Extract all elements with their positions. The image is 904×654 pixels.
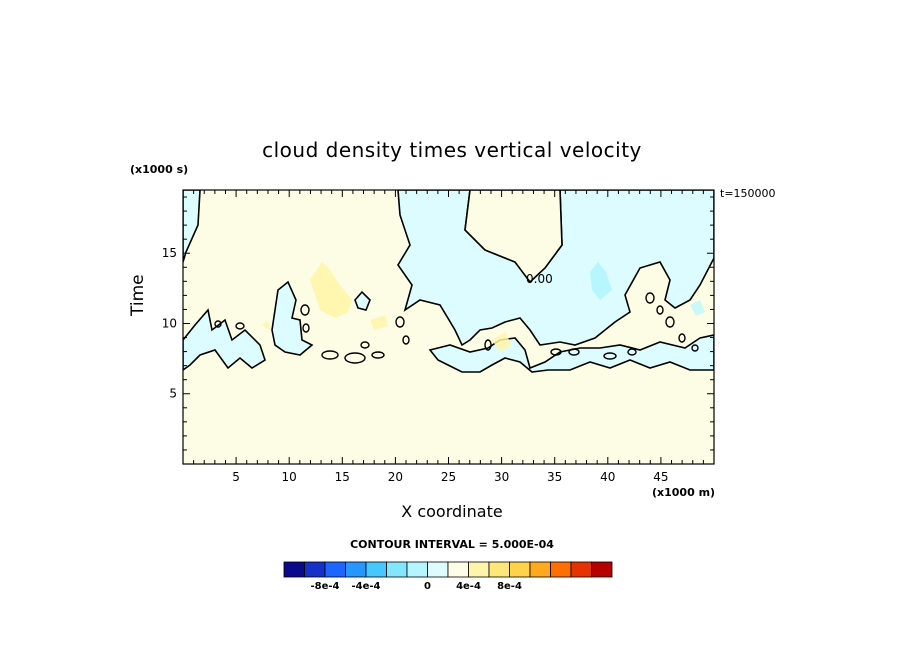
y-tick-label: 10 bbox=[162, 316, 177, 330]
negative-blob-2 bbox=[354, 290, 371, 311]
y-axis-ticks bbox=[183, 196, 714, 465]
intensity-patches bbox=[262, 262, 705, 352]
colorbar-tick-label: -8e-4 bbox=[311, 581, 340, 592]
colorbar-tick-label: 0 bbox=[424, 581, 431, 592]
colorbar-swatch bbox=[488, 561, 510, 578]
colorbar-swatch bbox=[406, 561, 428, 578]
colorbar-swatch bbox=[529, 561, 551, 578]
colorbar-tick-label: 8e-4 bbox=[497, 581, 522, 592]
colorbar-swatch bbox=[345, 561, 367, 578]
y-tick-label: 5 bbox=[169, 387, 177, 401]
x-tick-label: 40 bbox=[600, 470, 615, 484]
colorbar-swatch bbox=[427, 561, 449, 578]
x-axis-label: X coordinate bbox=[401, 502, 503, 521]
negative-region-lower-left bbox=[183, 308, 266, 371]
contour-field bbox=[183, 190, 714, 464]
negative-region-left bbox=[183, 190, 201, 263]
colorbar-labels: -8e-4 -4e-4 0 4e-4 8e-4 bbox=[311, 581, 522, 592]
small-contours bbox=[214, 292, 699, 364]
x-tick-label: 20 bbox=[388, 470, 403, 484]
x-tick-label: 45 bbox=[653, 470, 668, 484]
y-axis-tick-labels: 5 10 15 bbox=[162, 246, 177, 401]
x-tick-label: 15 bbox=[335, 470, 350, 484]
colorbar-tick-label: -4e-4 bbox=[352, 581, 381, 592]
x-tick-label: 5 bbox=[232, 470, 240, 484]
colorbar-swatch bbox=[570, 561, 592, 578]
colorbar-swatch bbox=[304, 561, 326, 578]
zero-contour-label: 0.00 bbox=[526, 272, 553, 286]
x-tick-label: 35 bbox=[547, 470, 562, 484]
colorbar-swatch bbox=[509, 561, 531, 578]
colorbar bbox=[283, 561, 613, 578]
time-label: t=150000 bbox=[720, 187, 776, 200]
x-axis-ticks bbox=[182, 190, 715, 464]
negative-blob-1 bbox=[271, 280, 314, 356]
y-tick-label: 15 bbox=[162, 246, 177, 260]
colorbar-swatch bbox=[591, 561, 613, 578]
colorbar-swatch bbox=[324, 561, 346, 578]
colorbar-swatch bbox=[283, 561, 305, 578]
y-axis-units: (x1000 s) bbox=[130, 163, 189, 176]
colorbar-swatch bbox=[386, 561, 408, 578]
contour-interval-text: CONTOUR INTERVAL = 5.000E-04 bbox=[350, 538, 554, 551]
x-tick-label: 30 bbox=[494, 470, 509, 484]
x-axis-tick-labels: 5 10 15 20 25 30 35 40 45 bbox=[232, 470, 668, 484]
warm-hole-top bbox=[464, 190, 563, 284]
colorbar-swatch bbox=[468, 561, 490, 578]
colorbar-tick-label: 4e-4 bbox=[456, 581, 481, 592]
chart-title: cloud density times vertical velocity bbox=[262, 138, 642, 162]
x-tick-label: 25 bbox=[441, 470, 456, 484]
x-axis-units: (x1000 m) bbox=[652, 486, 716, 499]
colorbar-swatch bbox=[447, 561, 469, 578]
x-tick-label: 10 bbox=[282, 470, 297, 484]
colorbar-swatch bbox=[365, 561, 387, 578]
colorbar-swatch bbox=[550, 561, 572, 578]
